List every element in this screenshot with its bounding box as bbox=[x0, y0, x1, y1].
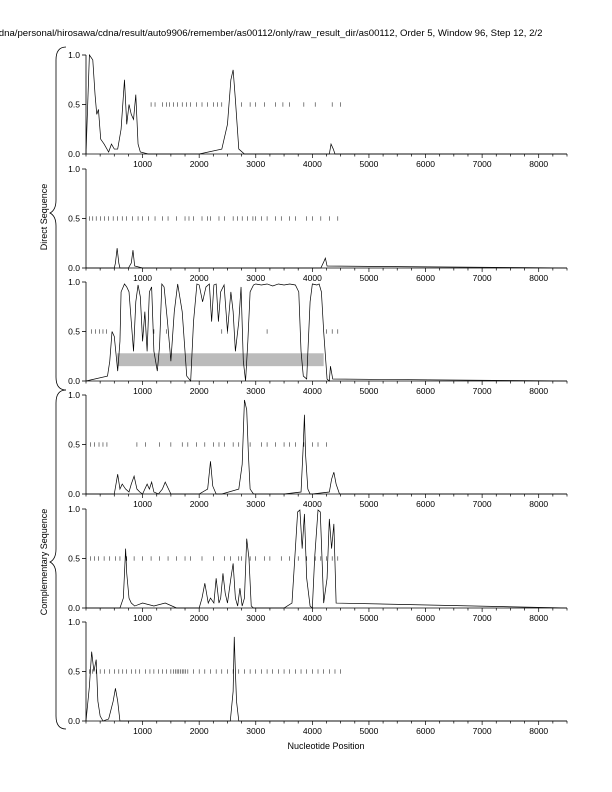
x-tick-label: 7000 bbox=[473, 159, 492, 169]
y-tick-label: 0.5 bbox=[68, 100, 80, 110]
complementary-group-label: Complementary Sequence bbox=[39, 509, 49, 616]
x-tick-label: 5000 bbox=[359, 273, 378, 283]
x-tick-label: 7000 bbox=[473, 499, 492, 509]
x-tick-label: 7000 bbox=[473, 613, 492, 623]
x-tick-label: 1000 bbox=[133, 273, 152, 283]
y-tick-label: 1.0 bbox=[68, 50, 80, 60]
x-tick-label: 2000 bbox=[190, 386, 209, 396]
y-tick-label: 1.0 bbox=[68, 390, 80, 400]
x-tick-label: 4000 bbox=[303, 613, 322, 623]
x-tick-label: 6000 bbox=[416, 499, 435, 509]
x-tick-label: 6000 bbox=[416, 726, 435, 736]
y-tick-label: 0.0 bbox=[68, 263, 80, 273]
x-tick-label: 4000 bbox=[303, 273, 322, 283]
x-tick-label: 1000 bbox=[133, 159, 152, 169]
y-tick-label: 1.0 bbox=[68, 277, 80, 287]
y-tick-label: 0.0 bbox=[68, 716, 80, 726]
x-tick-label: 2000 bbox=[190, 159, 209, 169]
panel-6: 0.0 0.5 1.0 1000 2000 3000 4000 5000 6000 7000 800… bbox=[68, 617, 568, 736]
x-tick-label: 3000 bbox=[246, 159, 265, 169]
x-tick-label: 8000 bbox=[529, 726, 548, 736]
x-tick-label: 3000 bbox=[246, 499, 265, 509]
y-tick-label: 0.5 bbox=[68, 667, 80, 677]
series-line bbox=[86, 248, 568, 269]
y-tick-label: 0.5 bbox=[68, 327, 80, 337]
y-tick-label: 0.0 bbox=[68, 489, 80, 499]
x-tick-label: 4000 bbox=[303, 726, 322, 736]
panel-4: 0.0 0.5 1.0 1000 2000 3000 4000 5000 6000 7000 800… bbox=[68, 390, 568, 509]
series-line bbox=[85, 53, 567, 155]
panels-layer: 0.0 0.5 1.0 1000 2000 3000 4000 5000 6000 7000 800… bbox=[68, 50, 568, 736]
highlight-band bbox=[117, 353, 324, 367]
series-line bbox=[86, 399, 567, 495]
complementary-group-brace bbox=[49, 389, 67, 730]
x-axis-label: Nucleotide Position bbox=[287, 741, 364, 751]
x-tick-label: 1000 bbox=[133, 726, 152, 736]
x-tick-label: 4000 bbox=[303, 499, 322, 509]
x-tick-label: 2000 bbox=[190, 726, 209, 736]
x-tick-label: 4000 bbox=[303, 386, 322, 396]
x-tick-label: 6000 bbox=[416, 273, 435, 283]
y-tick-label: 0.0 bbox=[68, 603, 80, 613]
panel-5: 0.0 0.5 1.0 1000 2000 3000 4000 5000 6000 7000 800… bbox=[68, 504, 568, 623]
y-tick-label: 0.5 bbox=[68, 554, 80, 564]
x-tick-label: 7000 bbox=[473, 273, 492, 283]
x-tick-label: 1000 bbox=[133, 613, 152, 623]
series-line bbox=[85, 636, 567, 722]
x-tick-label: 5000 bbox=[359, 613, 378, 623]
x-tick-label: 7000 bbox=[473, 386, 492, 396]
x-tick-label: 2000 bbox=[190, 613, 209, 623]
x-tick-label: 8000 bbox=[529, 273, 548, 283]
x-tick-label: 5000 bbox=[359, 159, 378, 169]
x-tick-label: 7000 bbox=[473, 726, 492, 736]
x-tick-label: 6000 bbox=[416, 386, 435, 396]
x-tick-label: 8000 bbox=[529, 499, 548, 509]
x-tick-label: 6000 bbox=[416, 613, 435, 623]
y-tick-label: 1.0 bbox=[68, 504, 80, 514]
panel-3: 0.0 0.5 1.0 1000 2000 3000 4000 5000 6000 7000 800… bbox=[68, 277, 568, 396]
figure-title: cdna/personal/hirosawa/cdna/result/auto9… bbox=[0, 28, 542, 39]
x-tick-label: 3000 bbox=[246, 273, 265, 283]
panel-2: 0.0 0.5 1.0 1000 2000 3000 4000 5000 6000 7000 800… bbox=[68, 164, 568, 283]
x-tick-label: 5000 bbox=[359, 726, 378, 736]
x-tick-label: 8000 bbox=[529, 613, 548, 623]
x-tick-label: 3000 bbox=[246, 726, 265, 736]
y-tick-label: 0.5 bbox=[68, 214, 80, 224]
y-tick-label: 1.0 bbox=[68, 617, 80, 627]
x-tick-label: 3000 bbox=[246, 613, 265, 623]
y-tick-label: 1.0 bbox=[68, 164, 80, 174]
x-tick-label: 1000 bbox=[133, 499, 152, 509]
direct-group-brace bbox=[49, 46, 67, 391]
y-tick-label: 0.0 bbox=[68, 149, 80, 159]
x-tick-label: 2000 bbox=[190, 499, 209, 509]
series-line bbox=[86, 509, 568, 609]
y-tick-label: 0.0 bbox=[68, 376, 80, 386]
x-tick-label: 8000 bbox=[529, 386, 548, 396]
x-tick-label: 4000 bbox=[303, 159, 322, 169]
series-line bbox=[85, 282, 568, 382]
y-tick-label: 0.5 bbox=[68, 440, 80, 450]
x-tick-label: 3000 bbox=[246, 386, 265, 396]
direct-group-label: Direct Sequence bbox=[39, 184, 49, 251]
x-tick-label: 8000 bbox=[529, 159, 548, 169]
x-tick-label: 1000 bbox=[133, 386, 152, 396]
x-tick-label: 5000 bbox=[359, 499, 378, 509]
panel-1: 0.0 0.5 1.0 1000 2000 3000 4000 5000 6000 7000 800… bbox=[68, 50, 568, 169]
x-tick-label: 5000 bbox=[359, 386, 378, 396]
x-tick-label: 2000 bbox=[190, 273, 209, 283]
x-tick-label: 6000 bbox=[416, 159, 435, 169]
